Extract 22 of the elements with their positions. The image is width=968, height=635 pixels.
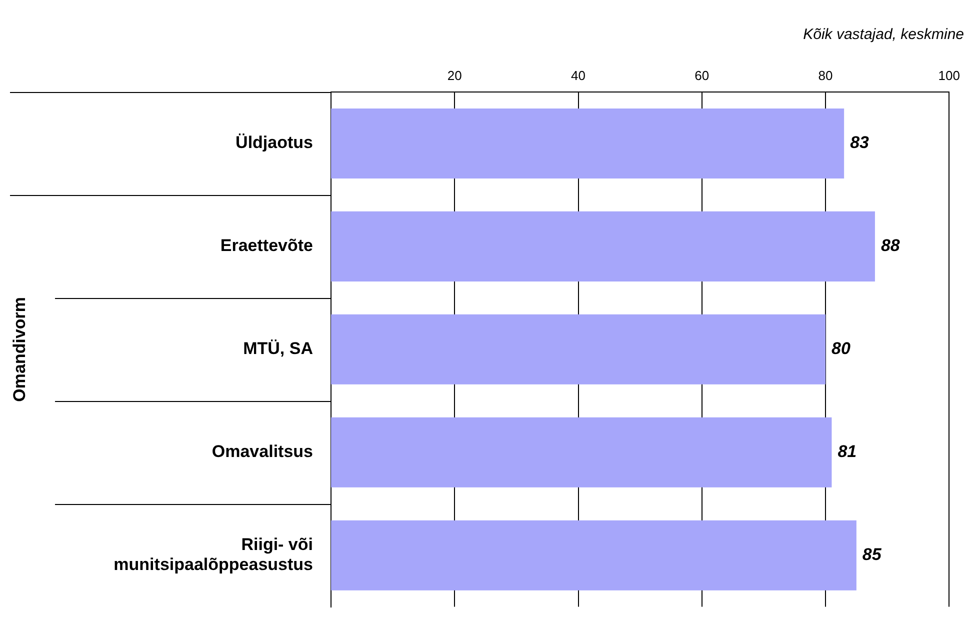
x-tick-label: 100 [938,68,960,83]
bar [331,417,832,488]
data-label: 88 [880,236,900,256]
data-label: 83 [850,133,870,152]
x-tick-label: 20 [447,68,462,83]
y-tick-label: MTÜ, SA [243,339,313,358]
y-tick-label: Eraettevõte [220,236,313,256]
x-tick-label: 40 [571,68,586,83]
bar [331,108,844,178]
data-label: 81 [838,442,857,462]
x-tick-label: 80 [818,68,833,83]
y-tick-label: Riigi- või munitsipaalõppeasustus [114,534,313,574]
y-axis-title: Omandivorm [10,296,29,402]
x-tick-label: 60 [694,68,710,83]
bar [331,314,826,384]
bar [331,520,856,590]
y-tick-label: Üldjaotus [236,133,313,152]
data-label: 80 [832,339,851,358]
text: Kõik vastajad, keskmine [803,26,964,44]
bar [331,211,875,282]
y-tick-label: Omavalitsus [212,442,313,462]
data-label: 85 [862,545,882,564]
